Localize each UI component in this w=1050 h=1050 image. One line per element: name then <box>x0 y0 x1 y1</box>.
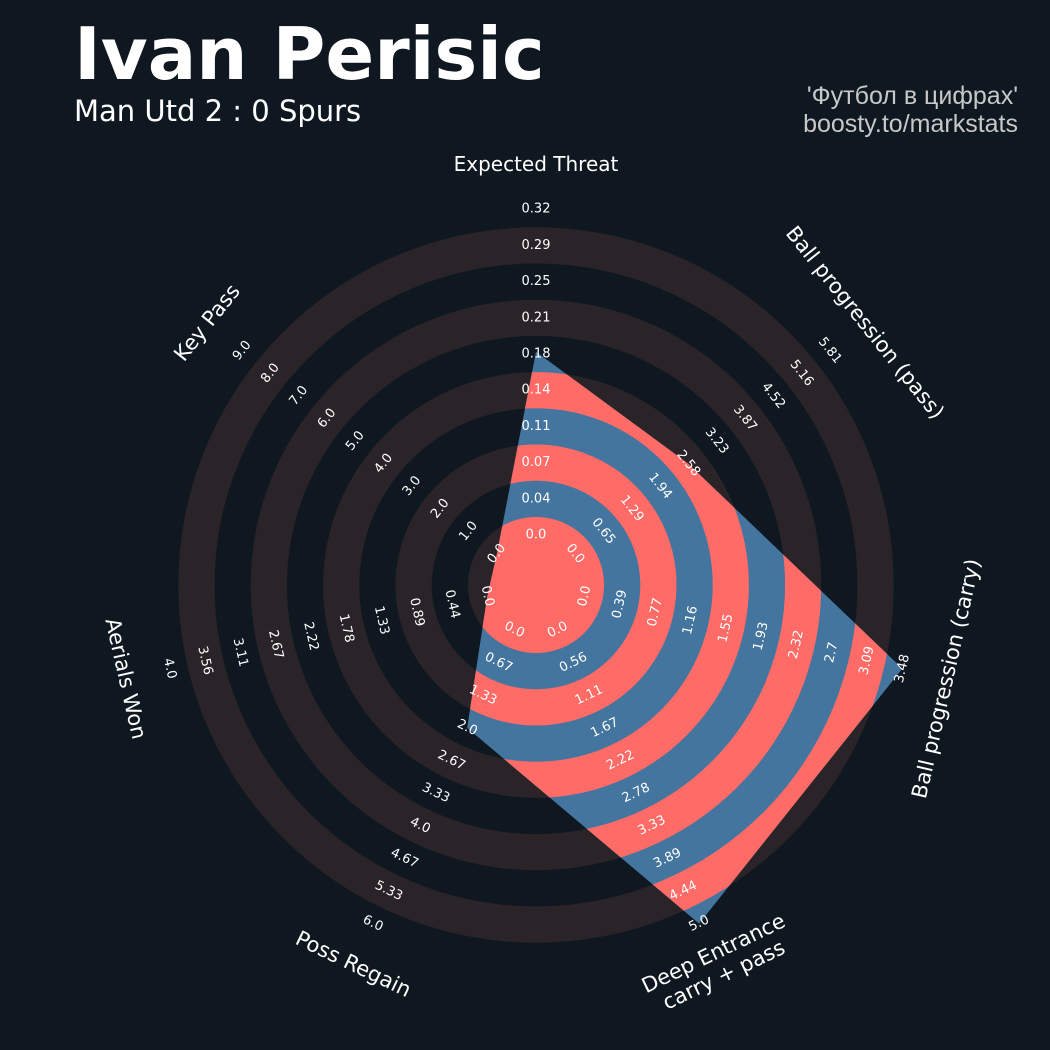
tick-label: 0.0 <box>575 584 594 608</box>
tick-label: 0.0 <box>526 528 547 543</box>
tick-label: 3.23 <box>702 425 732 457</box>
tick-label: 3.11 <box>230 637 251 669</box>
axis-label-group: Ball progression (carry) <box>907 556 985 800</box>
axis-label-group: Expected Threat <box>454 152 619 176</box>
tick-label: 1.55 <box>715 613 736 645</box>
polygon-stripe-0 <box>467 516 605 654</box>
tick-label: 6.0 <box>360 912 385 934</box>
tick-label: 4.67 <box>388 845 421 871</box>
credit-line-2: boosty.to/markstats <box>803 110 1018 138</box>
tick-label: 3.33 <box>420 780 453 806</box>
axis-label: Expected Threat <box>454 152 619 176</box>
axis-label: Poss Regain <box>292 926 415 1002</box>
tick-label: 0.18 <box>522 347 551 362</box>
tick-label: 0.25 <box>522 274 551 289</box>
tick-label: 2.22 <box>300 621 321 653</box>
tick-label: 7.0 <box>286 383 311 409</box>
axis-label: Ball progression (carry) <box>907 556 985 800</box>
credit-block: 'Футбол в цифрах' boosty.to/markstats <box>803 82 1018 138</box>
tick-label: 2.7 <box>822 641 841 665</box>
tick-label: 3.56 <box>194 645 215 677</box>
match-subtitle: Man Utd 2 : 0 Spurs <box>74 94 362 128</box>
tick-label: 0.29 <box>522 238 551 253</box>
tick-label: 0.32 <box>522 202 551 217</box>
tick-label: 3.0 <box>400 473 425 499</box>
tick-label: 2.32 <box>786 629 807 661</box>
tick-label: 0.44 <box>441 588 462 620</box>
tick-label: 1.0 <box>456 519 481 545</box>
tick-label: 0.07 <box>522 455 551 470</box>
tick-label: 3.48 <box>892 653 913 685</box>
tick-label: 5.0 <box>343 428 368 454</box>
tick-label: 1.93 <box>751 621 772 653</box>
axis-label-group: Aerials Won <box>100 616 151 742</box>
radar-polygon-stripes <box>467 351 894 924</box>
axis-label: Aerials Won <box>100 616 151 742</box>
tick-label: 1.16 <box>680 605 701 637</box>
tick-label: 0.0 <box>478 584 497 608</box>
tick-label: 5.81 <box>815 335 845 367</box>
tick-label: 1.78 <box>336 613 357 645</box>
tick-label: 0.21 <box>522 310 551 325</box>
tick-label: 1.33 <box>371 605 392 637</box>
tick-label: 2.67 <box>265 629 286 661</box>
axis-label-group: Poss Regain <box>292 926 415 1002</box>
tick-label: 0.39 <box>609 588 630 620</box>
tick-label: 0.14 <box>522 383 551 398</box>
tick-label: 0.89 <box>406 596 427 628</box>
credit-line-1: 'Футбол в цифрах' <box>806 82 1018 110</box>
tick-label: 9.0 <box>230 338 255 364</box>
tick-label: 4.52 <box>758 380 788 412</box>
tick-label: 4.0 <box>160 657 179 681</box>
player-name-title: Ivan Perisic <box>74 12 545 96</box>
tick-label: 3.09 <box>857 645 878 677</box>
tick-label: 0.11 <box>522 419 551 434</box>
tick-label: 0.77 <box>645 596 666 628</box>
tick-label: 0.04 <box>522 491 551 506</box>
